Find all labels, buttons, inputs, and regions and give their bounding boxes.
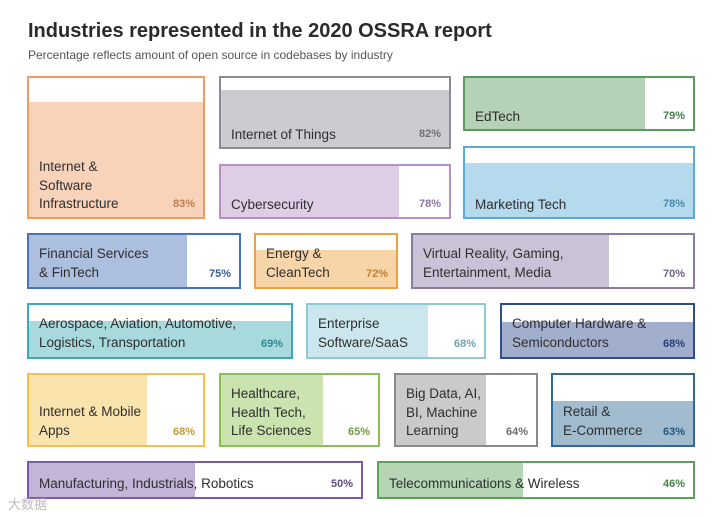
industry-bar [221, 166, 399, 217]
industry-label: Manufacturing, Industrials, Robotics [39, 476, 254, 491]
industry-bar [379, 463, 523, 497]
industry-box: Healthcare, Health Tech, Life Sciences 65… [219, 373, 380, 447]
industry-percent: 72% [365, 268, 388, 280]
industry-percent: 70% [662, 268, 685, 280]
industry-box: EdTech 79% [463, 76, 695, 131]
industry-label: Financial Services & FinTech [39, 246, 149, 280]
industry-label: Internet & Software Infrastructure [39, 159, 119, 211]
industry-bar [502, 322, 693, 357]
industry-bar [29, 102, 203, 217]
industry-percent: 68% [453, 338, 476, 350]
industry-label: Big Data, AI, BI, Machine Learning [406, 386, 482, 438]
industry-bar [221, 90, 449, 147]
industry-percent: 50% [330, 478, 353, 490]
industry-percent: 83% [172, 198, 195, 210]
industry-box: Enterprise Software/SaaS 68% [306, 303, 486, 359]
industry-label: Cybersecurity [231, 197, 314, 212]
industry-bar [221, 375, 323, 445]
industry-label: Telecommunications & Wireless [389, 476, 580, 491]
industry-label: Healthcare, Health Tech, Life Sciences [231, 386, 312, 438]
industry-box: Internet & Software Infrastructure 83% [27, 76, 205, 219]
industry-box: Aerospace, Aviation, Automotive, Logisti… [27, 303, 293, 359]
industry-box: Internet & Mobile Apps 68% [27, 373, 205, 447]
industry-label: Retail & E-Commerce [563, 404, 643, 438]
industry-percent: 82% [418, 128, 441, 140]
industry-bar [465, 78, 645, 129]
industry-percent: 65% [347, 426, 370, 438]
industry-bar [396, 375, 486, 445]
industry-label: Internet & Mobile Apps [39, 404, 142, 438]
industry-box: Financial Services & FinTech 75% [27, 233, 241, 289]
industry-percent: 79% [662, 110, 685, 122]
industry-percent: 68% [662, 338, 685, 350]
industry-percent: 46% [662, 478, 685, 490]
industry-percent: 63% [662, 426, 685, 438]
industry-bar [29, 321, 291, 357]
industry-bar [465, 163, 693, 217]
industry-box: Marketing Tech 78% [463, 146, 695, 219]
industry-percent: 78% [418, 198, 441, 210]
industry-label: Virtual Reality, Gaming, Entertainment, … [423, 246, 564, 280]
industry-box: Retail & E-Commerce 63% [551, 373, 695, 447]
industry-box: Computer Hardware & Semiconductors 68% [500, 303, 695, 359]
industry-label: EdTech [475, 109, 521, 124]
industry-label: Marketing Tech [475, 197, 567, 212]
industry-percent: 75% [208, 268, 231, 280]
industry-box: Big Data, AI, BI, Machine Learning 64% [394, 373, 538, 447]
industry-bar [413, 235, 609, 287]
industry-box: Energy & CleanTech 72% [254, 233, 398, 289]
industry-bar [308, 305, 428, 357]
watermark-text: 大数据 [8, 497, 48, 512]
industry-percent: 78% [662, 198, 685, 210]
industry-bar [256, 250, 396, 287]
industry-label: Aerospace, Aviation, Automotive, Logisti… [39, 316, 237, 350]
industry-box: Telecommunications & Wireless 46% [377, 461, 695, 499]
industry-label: Enterprise Software/SaaS [318, 316, 409, 350]
chart-title: Industries represented in the 2020 OSSRA… [28, 20, 492, 42]
industry-bar [553, 401, 693, 445]
industry-box: Virtual Reality, Gaming, Entertainment, … [411, 233, 695, 289]
industry-percent: 69% [260, 338, 283, 350]
chart-subtitle: Percentage reflects amount of open sourc… [28, 48, 393, 62]
industry-box: Manufacturing, Industrials, Robotics 50% [27, 461, 363, 499]
industry-box: Cybersecurity 78% [219, 164, 451, 219]
industry-label: Internet of Things [231, 127, 336, 142]
industry-label: Computer Hardware & Semiconductors [512, 316, 647, 350]
industry-bar [29, 463, 195, 497]
industry-percent: 64% [505, 426, 528, 438]
industry-percent: 68% [172, 426, 195, 438]
industry-bar [29, 375, 147, 445]
industry-label: Energy & CleanTech [266, 246, 330, 280]
industry-bar [29, 235, 187, 287]
industry-box: Internet of Things 82% [219, 76, 451, 149]
